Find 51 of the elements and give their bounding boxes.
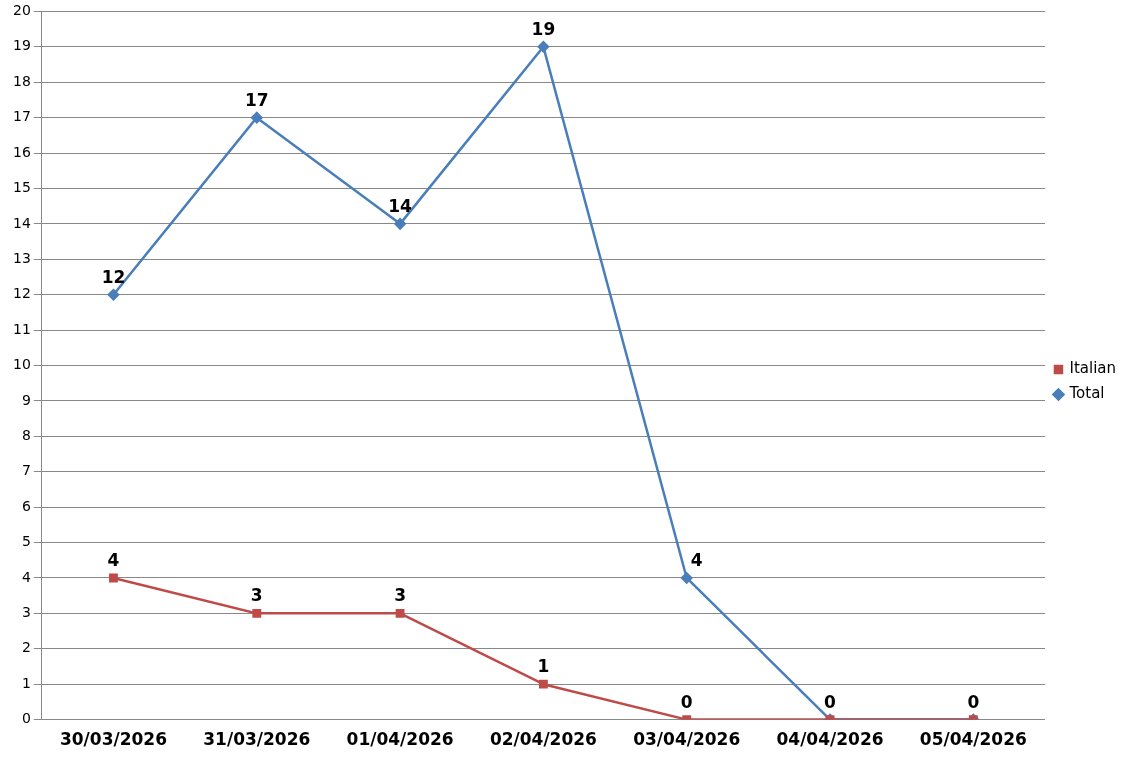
- y-tick-label: 15: [12, 179, 31, 196]
- legend-label: Total: [1068, 384, 1105, 403]
- x-tick-label: 03/04/2026: [633, 729, 741, 750]
- data-label: 0: [967, 691, 980, 712]
- data-label: 0: [824, 691, 837, 712]
- y-tick-label: 5: [21, 533, 31, 550]
- data-label: 14: [388, 195, 413, 216]
- point: [107, 288, 120, 301]
- y-tick-label: 20: [12, 2, 31, 19]
- y-tick-label: 3: [21, 604, 31, 621]
- legend-label: Italian: [1069, 359, 1116, 378]
- y-tick-label: 12: [12, 285, 31, 302]
- y-tick-label: 4: [21, 568, 31, 585]
- x-tick-label: 30/03/2026: [59, 729, 167, 750]
- point: [538, 679, 548, 689]
- data-label: 4: [107, 549, 120, 570]
- y-tick-label: 14: [12, 214, 31, 231]
- data-label: 19: [531, 18, 556, 39]
- point: [109, 573, 118, 583]
- y-tick-label: 6: [21, 497, 31, 514]
- data-label: 1: [537, 656, 550, 677]
- data-label: 3: [394, 585, 407, 606]
- y-tick-label: 9: [21, 391, 31, 408]
- y-tick-label: 2: [21, 639, 31, 656]
- x-tick-label: 01/04/2026: [346, 729, 454, 750]
- data-label: 17: [244, 89, 269, 110]
- point: [537, 41, 550, 53]
- point: [395, 608, 405, 618]
- y-tick-label: 0: [21, 710, 31, 727]
- y-tick-label: 16: [12, 143, 31, 160]
- x-tick-label: 02/04/2026: [489, 729, 597, 750]
- y-tick-label: 11: [12, 320, 31, 337]
- y-tick-label: 8: [21, 426, 31, 443]
- point: [252, 608, 262, 618]
- y-tick-label: 19: [12, 37, 31, 54]
- y-tick-label: 10: [12, 356, 31, 373]
- data-label: 3: [250, 585, 263, 606]
- data-label: 0: [680, 691, 693, 712]
- data-label: 4: [690, 549, 703, 570]
- data-label: 12: [101, 266, 126, 287]
- y-tick-label: 13: [12, 249, 31, 266]
- x-tick-label: 31/03/2026: [203, 729, 311, 750]
- point: [680, 572, 693, 584]
- y-tick-label: 1: [21, 674, 31, 691]
- y-tick-label: 17: [12, 108, 31, 125]
- point: [394, 218, 406, 230]
- y-tick-label: 18: [12, 72, 31, 89]
- y-tick-label: 7: [21, 462, 31, 479]
- point: [251, 111, 263, 124]
- x-tick-label: 05/04/2026: [919, 729, 1027, 750]
- x-tick-label: 04/04/2026: [776, 729, 884, 750]
